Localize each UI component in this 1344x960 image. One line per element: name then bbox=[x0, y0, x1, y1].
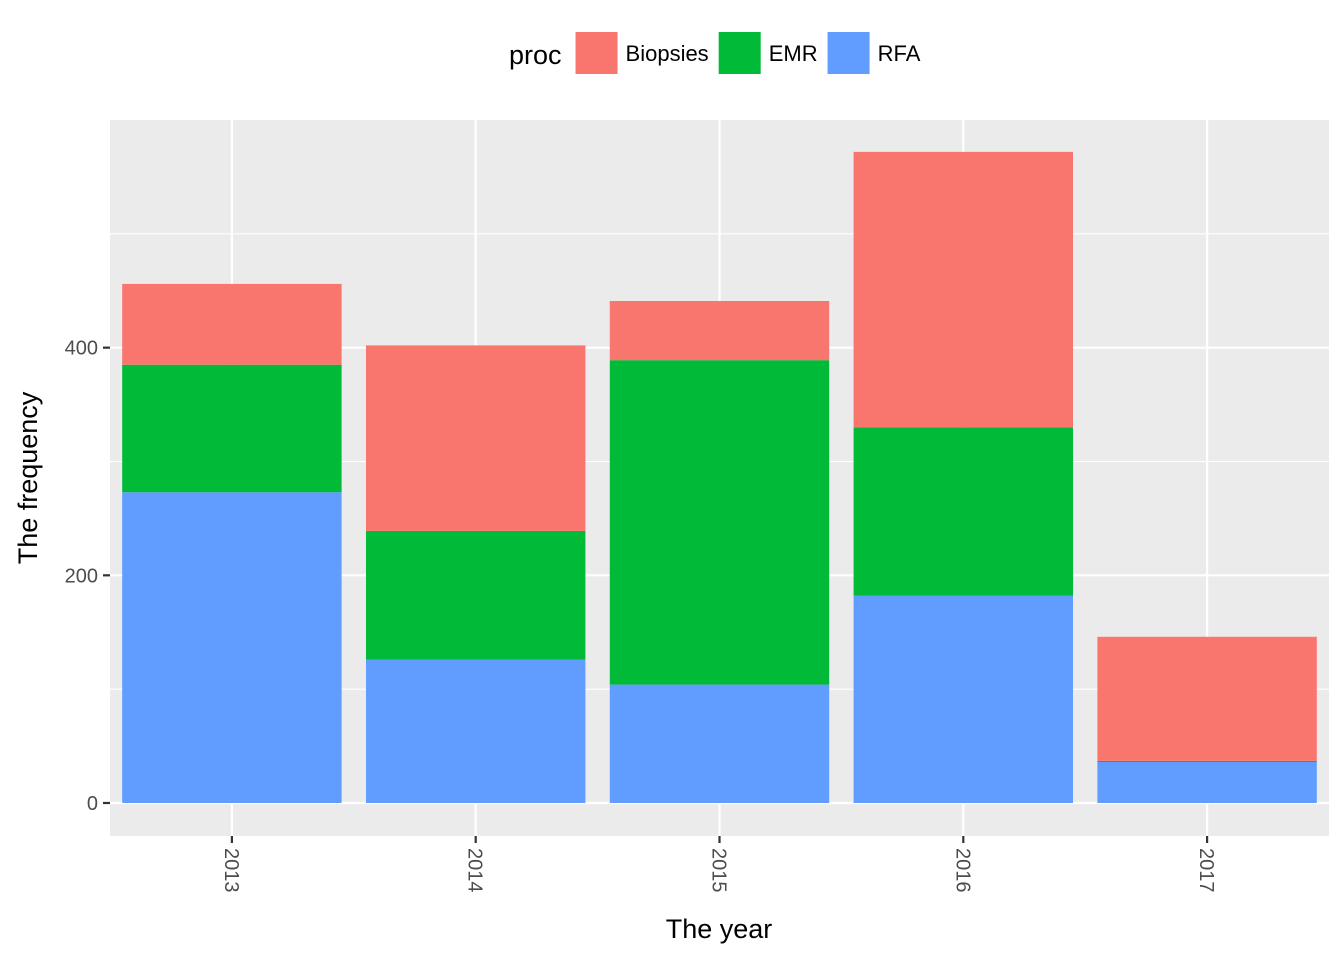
x-tick-label: 2013 bbox=[220, 848, 242, 893]
y-tick-label: 0 bbox=[87, 793, 98, 815]
x-tick-label: 2017 bbox=[1195, 848, 1217, 893]
x-axis: 2013 2014 2015 2016 2017 bbox=[220, 836, 1217, 893]
bar-biopsies-2014 bbox=[365, 345, 586, 531]
bar-rfa-2017 bbox=[1097, 762, 1317, 803]
x-tick-label: 2015 bbox=[708, 848, 730, 893]
bar-emr-2016 bbox=[853, 427, 1074, 596]
legend-label-emr: EMR bbox=[769, 41, 818, 66]
y-tick-label: 200 bbox=[65, 565, 98, 587]
legend-key-emr bbox=[718, 32, 761, 74]
bar-rfa-2013 bbox=[122, 492, 342, 803]
legend-label-rfa: RFA bbox=[878, 41, 921, 66]
y-axis: 0 200 400 bbox=[65, 338, 110, 815]
y-axis-title: The frequency bbox=[13, 391, 43, 564]
bar-rfa-2015 bbox=[609, 684, 830, 803]
bar-rfa-2014 bbox=[365, 659, 586, 803]
legend-key-biopsies bbox=[575, 32, 618, 74]
bar-emr-2013 bbox=[122, 364, 342, 493]
bar-emr-2014 bbox=[365, 530, 586, 660]
x-tick-label: 2016 bbox=[951, 848, 973, 893]
bars bbox=[122, 151, 1317, 803]
legend-key-rfa bbox=[827, 32, 870, 74]
legend: proc Biopsies EMR RFA bbox=[509, 32, 921, 74]
bar-biopsies-2013 bbox=[122, 283, 342, 365]
bar-biopsies-2016 bbox=[853, 151, 1074, 428]
bar-emr-2017 bbox=[1097, 760, 1317, 763]
x-tick-label: 2014 bbox=[464, 848, 486, 893]
legend-title: proc bbox=[509, 40, 562, 70]
bar-biopsies-2015 bbox=[609, 300, 830, 361]
y-tick-label: 400 bbox=[65, 338, 98, 360]
legend-label-biopsies: Biopsies bbox=[626, 41, 709, 66]
bar-emr-2015 bbox=[609, 360, 830, 685]
bar-biopsies-2017 bbox=[1097, 636, 1317, 761]
x-axis-title: The year bbox=[666, 914, 773, 944]
bar-rfa-2016 bbox=[853, 595, 1074, 803]
